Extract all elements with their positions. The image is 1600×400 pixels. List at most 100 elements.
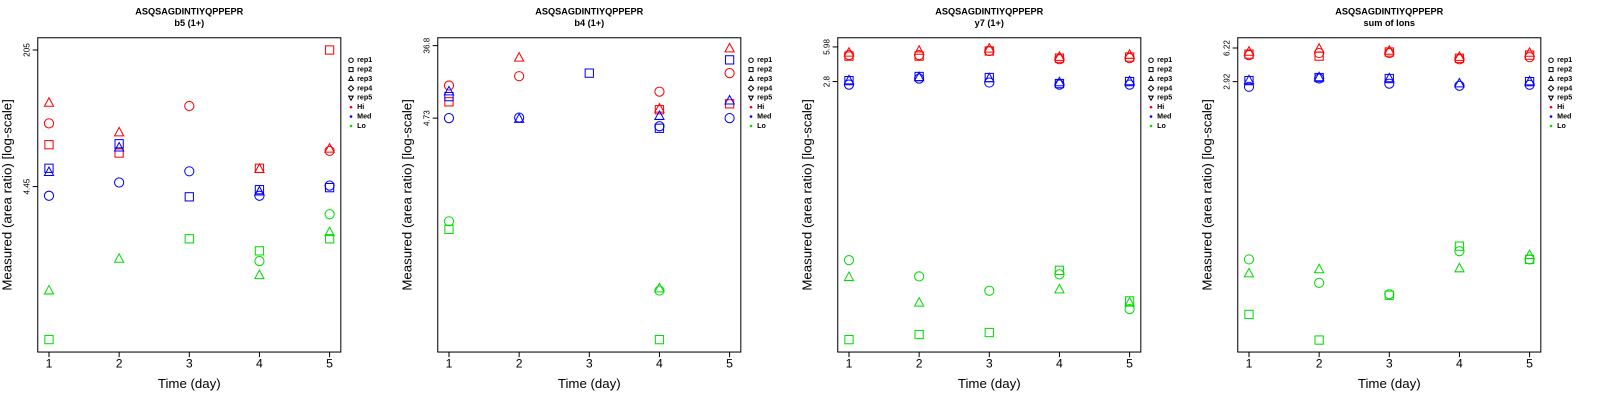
point <box>513 112 525 123</box>
legend-symbol <box>747 84 755 92</box>
point <box>1314 335 1324 345</box>
point <box>724 113 735 124</box>
point <box>253 185 265 196</box>
x-tick-label: 4 <box>256 357 263 371</box>
legend-label: rep5 <box>757 94 772 102</box>
legend-symbol <box>1148 57 1154 63</box>
chart-title: ASQSAGDINTIYQPPEPR <box>535 7 643 17</box>
legend-label: rep5 <box>1557 94 1572 102</box>
point <box>1244 75 1254 86</box>
point <box>253 162 265 174</box>
legend-dot <box>1549 115 1553 118</box>
legend-symbol <box>748 67 754 73</box>
point <box>653 102 665 113</box>
legend-label: Lo <box>357 122 366 130</box>
legend-symbol <box>1548 67 1554 73</box>
x-axis-label: Time (day) <box>958 376 1021 391</box>
x-tick-label: 4 <box>656 357 663 371</box>
point <box>1454 80 1465 91</box>
legend-symbol <box>1148 67 1154 73</box>
point <box>1124 76 1135 87</box>
legend-label: Lo <box>757 122 766 130</box>
point <box>1384 78 1395 89</box>
y-tick-label: 36.8 <box>423 37 432 53</box>
legend-label: rep1 <box>1157 56 1172 64</box>
point <box>1384 290 1394 300</box>
point <box>1313 42 1325 53</box>
legend-label: Hi <box>1557 103 1564 111</box>
legend-label: Med <box>757 112 771 120</box>
point <box>1243 254 1255 265</box>
point <box>914 329 924 340</box>
x-tick-label: 3 <box>986 357 993 371</box>
point <box>1054 265 1065 275</box>
legend-label: rep4 <box>357 84 372 92</box>
point <box>1053 76 1065 87</box>
y-tick-label: 6.22 <box>1223 40 1232 56</box>
chart-subtitle: sum of Ions <box>1364 18 1415 28</box>
point <box>1383 44 1395 55</box>
point <box>43 165 55 177</box>
chart-title: ASQSAGDINTIYQPPEPR <box>935 7 1043 17</box>
point <box>844 334 854 345</box>
x-tick-label: 1 <box>446 357 453 371</box>
plot-frame <box>37 37 342 353</box>
x-axis-label: Time (day) <box>558 376 621 391</box>
x-tick-label: 2 <box>516 357 523 371</box>
point <box>324 209 335 220</box>
point <box>43 118 55 129</box>
point <box>443 113 455 124</box>
y-tick-label: 2.8 <box>823 75 832 87</box>
legend-symbol <box>348 67 354 73</box>
x-tick-label: 4 <box>1056 357 1063 371</box>
x-tick-label: 5 <box>1526 357 1533 371</box>
legend-label: rep5 <box>357 94 372 102</box>
legend-label: rep1 <box>1557 56 1572 64</box>
x-tick-label: 5 <box>726 357 733 371</box>
point <box>324 183 335 193</box>
point <box>1054 78 1065 89</box>
point <box>1313 71 1325 82</box>
x-tick-label: 1 <box>1246 357 1253 371</box>
legend-symbol <box>747 75 755 82</box>
chart-subtitle: b5 (1+) <box>174 18 204 28</box>
point <box>1384 73 1394 84</box>
point <box>843 74 855 85</box>
point <box>1314 72 1324 83</box>
point <box>324 145 335 157</box>
legend-label: Hi <box>357 103 364 111</box>
point <box>654 123 665 133</box>
point <box>984 45 995 57</box>
point <box>654 105 665 115</box>
legend-label: rep2 <box>357 65 372 73</box>
point <box>913 44 925 55</box>
point <box>43 284 55 295</box>
chart-subtitle: y7 (1+) <box>975 18 1004 28</box>
y-tick-label: 4.73 <box>423 110 432 126</box>
x-tick-label: 5 <box>1126 357 1133 371</box>
point <box>444 97 454 107</box>
point <box>443 80 455 91</box>
point <box>184 234 194 244</box>
point <box>324 142 336 153</box>
y-axis-label: Measured (area ratio) [log-scale] <box>800 99 815 290</box>
point <box>184 192 194 202</box>
x-tick-label: 3 <box>586 357 593 371</box>
point <box>1524 254 1535 265</box>
chart-subtitle: b4 (1+) <box>574 18 604 28</box>
x-axis-label: Time (day) <box>1358 376 1421 391</box>
legend-dot <box>749 124 753 128</box>
point <box>254 255 265 267</box>
point <box>513 51 525 62</box>
point <box>1524 75 1536 86</box>
legend-dot <box>349 124 353 128</box>
point <box>653 282 665 293</box>
point <box>983 42 995 53</box>
y-axis-label: Measured (area ratio) [log-scale] <box>400 99 415 290</box>
point <box>44 334 54 345</box>
y-tick-label: 205 <box>23 43 32 57</box>
y-tick-label: 5.98 <box>823 39 832 55</box>
point <box>1453 77 1465 88</box>
legend-symbol <box>347 95 355 102</box>
